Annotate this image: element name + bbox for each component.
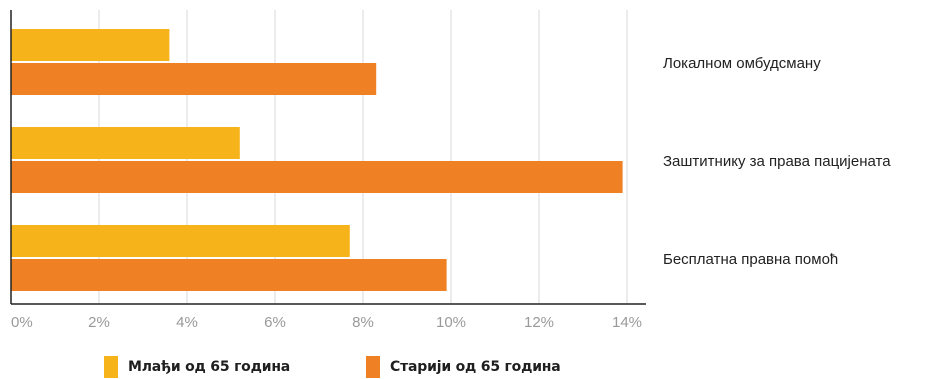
legend-item-older: Старији од 65 година	[366, 356, 561, 378]
x-tick-label: 14%	[612, 314, 642, 331]
x-tick-label: 12%	[524, 314, 554, 331]
legend-swatch-younger	[104, 356, 118, 378]
category-label: Бесплатна правна помоћ	[663, 251, 838, 268]
legend-label-younger: Млађи од 65 година	[128, 359, 291, 375]
x-tick-label: 2%	[88, 314, 110, 331]
bar-older-2	[11, 259, 447, 291]
bar-older-0	[11, 63, 377, 95]
legend-swatch-older	[366, 356, 381, 378]
bar-younger-2	[11, 225, 350, 257]
x-tick-label: 4%	[176, 314, 198, 331]
x-tick-label: 8%	[352, 314, 374, 331]
x-tick-label: 10%	[436, 314, 466, 331]
category-label: Локалном омбудсману	[663, 55, 821, 72]
x-tick-label: 0%	[11, 314, 33, 331]
legend-item-younger: Млађи од 65 година	[104, 356, 290, 378]
x-tick-label: 6%	[264, 314, 286, 331]
bar-older-1	[11, 161, 623, 193]
bar-younger-0	[11, 29, 170, 61]
legend-label-older: Старији од 65 година	[390, 359, 561, 375]
category-label: Заштитнику за права пацијената	[663, 153, 891, 170]
legend: Млађи од 65 година Старији од 65 година	[104, 356, 561, 378]
bar-younger-1	[11, 127, 240, 159]
